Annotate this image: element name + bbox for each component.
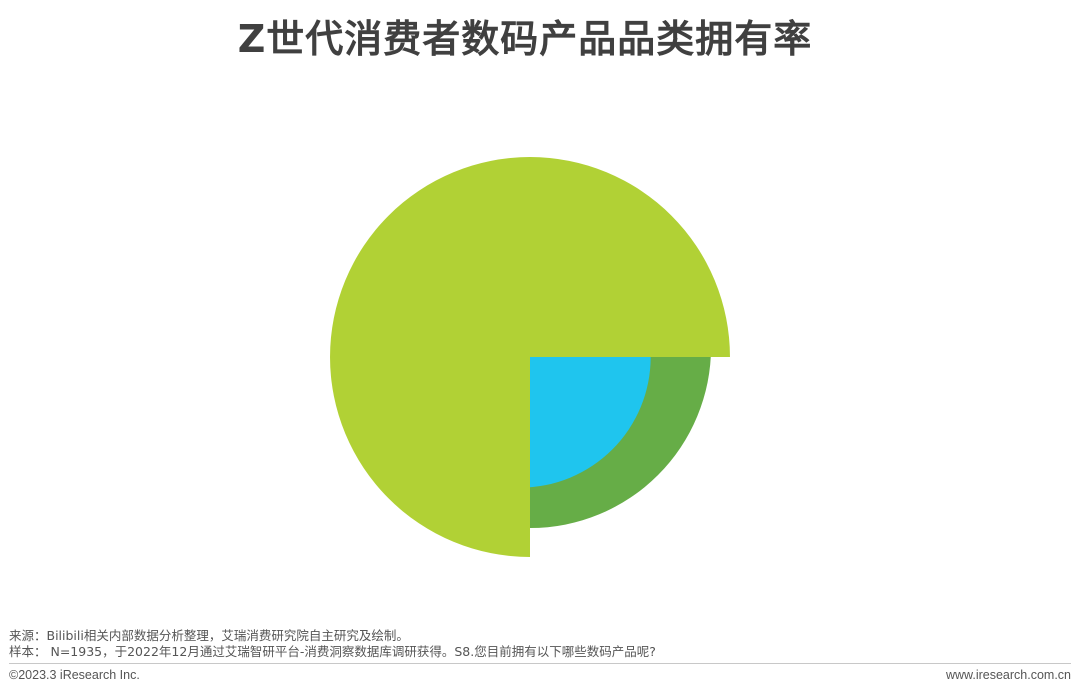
value-label-4: 90.9%	[676, 597, 784, 633]
value-label-2: 82.3%	[657, 92, 765, 128]
footer-divider	[9, 663, 1071, 664]
copyright: ©2023.3 iResearch Inc.	[9, 668, 140, 682]
sample-note: 样本： N=1935，于2022年12月通过艾瑞智研平台-消费洞察数据库调研获得…	[9, 644, 656, 659]
petal-4	[330, 157, 730, 557]
chart-title: Z世代消费者数码产品品类拥有率	[237, 17, 813, 61]
source-note: 来源：Bilibili相关内部数据分析整理，艾瑞消费研究院自主研究及绘制。	[9, 628, 409, 643]
website: www.iresearch.com.cn	[945, 668, 1071, 682]
value-label-1: 77.8%	[295, 105, 403, 141]
category-label-4: 手机	[699, 477, 761, 513]
footer-notes: 来源：Bilibili相关内部数据分析整理，艾瑞消费研究院自主研究及绘制。 样本…	[9, 628, 656, 660]
